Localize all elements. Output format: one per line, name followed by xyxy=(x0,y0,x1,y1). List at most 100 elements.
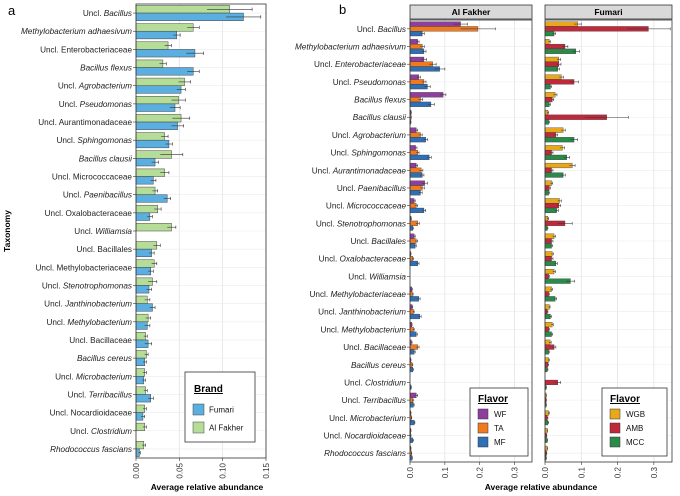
panel-a-tick-label-taxon: Methylobacterium xyxy=(67,318,132,327)
panel-a-bar-fumari xyxy=(135,67,194,76)
panel-a-tick-label-prefix: Uncl. xyxy=(63,191,84,200)
panel-a-legend: Brand Fumari Al Fakher xyxy=(184,371,256,443)
panel-a-tick-x-label: 0.10 xyxy=(219,462,228,478)
panel-a-tick-label-taxon: Agrobacterium xyxy=(78,82,132,91)
panel-a-tick-label-prefix: Uncl. Micrococcaceae xyxy=(52,173,133,182)
facet-legend-swatch xyxy=(609,436,621,448)
panel-b-tick-label-prefix: Uncl. xyxy=(333,78,354,87)
panel-a-tick-label: Uncl. Terribacillus xyxy=(68,390,132,399)
panel-a-tick-label: Uncl. Methylobacterium xyxy=(46,318,132,327)
panel-b-tick-label-prefix: Uncl. xyxy=(344,378,365,387)
facet-title-fumari: Fumari xyxy=(594,7,622,17)
panel-b-tick-label-taxon: Bacillus xyxy=(378,25,406,34)
panel-a-tick-label-taxon: Pseudomonas xyxy=(80,100,132,109)
panel-b-tick-label: Bacillus cereus xyxy=(351,361,406,370)
panel-b-tick-label: Uncl. Bacillus xyxy=(357,25,406,34)
panel-b-tick-label: Uncl. Janthinobacterium xyxy=(318,308,406,317)
facet-legend-label: WGB xyxy=(626,410,645,419)
panel-a-tick-label-taxon: Clostridium xyxy=(91,427,132,436)
panel-b-tick-label: Uncl. Methylobacteriaceae xyxy=(310,290,407,299)
panel-a-bar-fumari xyxy=(135,121,178,130)
facet-tick-x-label: 0.3 xyxy=(650,466,659,478)
facet-legend-label: MCC xyxy=(626,438,644,447)
facet-bar-wf xyxy=(409,92,444,98)
panel-a-bar-al-fakher xyxy=(135,132,165,141)
facet-bar-mcc xyxy=(544,260,557,267)
panel-b-label: b xyxy=(339,2,346,17)
panel-b-tick-label: Uncl. Nocardioidaceae xyxy=(324,431,407,440)
panel-a-bar-al-fakher xyxy=(135,186,156,195)
panel-a-tick-label: Bacillus cereus xyxy=(77,354,132,363)
panel-a-bar-fumari xyxy=(135,30,177,40)
panel-a-tick-label: Uncl. Nocardioidaceae xyxy=(50,409,133,418)
panel-b-tick-label-taxon: Bacillus clausii xyxy=(353,113,406,122)
panel-b-tick-label-taxon: Bacillus cereus xyxy=(351,361,406,370)
panel-a-tick-label: Uncl. Stenotrophomonas xyxy=(42,281,132,290)
facet-bar-wgb xyxy=(544,74,562,80)
panel-a-bar-al-fakher xyxy=(135,41,169,50)
panel-b-tick-label-prefix: Uncl. xyxy=(342,396,363,405)
facet-tick-x-label: 0.0 xyxy=(406,466,415,478)
panel-b-tick-label-taxon: Micrococcaceae xyxy=(347,202,407,211)
facet-tick-x-label: 0.1 xyxy=(441,466,450,478)
panel-a-tick-label-taxon: Janthinobacterium xyxy=(64,300,132,309)
panel-b-tick-label: Uncl. Pseudomonas xyxy=(333,78,406,87)
panel-a-tick-label-prefix: Uncl. xyxy=(55,372,76,381)
panel-a-tick-label: Uncl. Bacillales xyxy=(76,245,132,254)
panel-b-tick-label: Rhodococcus fascians xyxy=(324,449,406,458)
panel-b-tick-label-prefix: Uncl. xyxy=(324,431,345,440)
panel-b-tick-label-prefix: Uncl. xyxy=(320,325,341,334)
panel-a-tick-label-taxon: Rhodococcus fascians xyxy=(50,445,132,454)
facet-legend-title: Flavor xyxy=(478,394,508,405)
facet-legend-label: AMB xyxy=(626,424,643,433)
facet-bar-mcc xyxy=(544,172,564,178)
facet-legend-swatch xyxy=(477,422,489,434)
panel-a-legend-swatch xyxy=(192,403,205,416)
facet-bar-wgb xyxy=(544,145,563,151)
panel-a-tick-label: Uncl. Paenibacillus xyxy=(63,191,132,200)
facet-legend-swatch xyxy=(477,436,489,448)
facet-bar-amb xyxy=(544,43,566,50)
panel-b-tick-label-taxon: Methylobacterium xyxy=(341,325,406,334)
panel-a-tick-label-prefix: Uncl. Enterobacteriaceae xyxy=(40,45,132,54)
panel-a-tick-label-prefix: Uncl. xyxy=(46,318,67,327)
panel-b-tick-label-taxon: Rhodococcus fascians xyxy=(324,449,406,458)
facet-legend-label: MF xyxy=(494,438,506,447)
facet-bar-wgb xyxy=(544,198,560,204)
panel-b-tick-label-taxon: Methylobacteriaceae xyxy=(330,290,406,299)
panel-a-tick-label-prefix: Uncl. xyxy=(56,136,77,145)
panel-b-tick-label: Uncl. Microbacterium xyxy=(329,414,406,423)
panel-a-bar-al-fakher xyxy=(135,259,155,268)
panel-a-tick-label-taxon: Methylobacterium adhaesivum xyxy=(21,27,132,36)
panel-b-tick-label-taxon: Nocardioidaceae xyxy=(345,431,407,440)
panel-a-tick-label-prefix: Uncl. Aurantimonadaceae xyxy=(38,118,132,127)
panel-b-tick-label-taxon: Stenotrophomonas xyxy=(337,219,406,228)
facet-bar-mf xyxy=(409,154,430,160)
panel-a-tick-label: Uncl. Bacillaceae xyxy=(69,336,132,345)
panel-a-tick-label-prefix: Uncl. xyxy=(58,82,79,91)
panel-b-tick-label-prefix: Uncl. xyxy=(330,149,351,158)
facet-tick-x-label: 0.2 xyxy=(614,466,623,478)
panel-b-tick-label: Uncl. Methylobacterium xyxy=(320,325,406,334)
facet-strip-fumari xyxy=(544,4,673,20)
panel-b-tick-label: Uncl. Sphingomonas xyxy=(330,149,406,158)
panel-a-tick-label: Uncl. Williamsia xyxy=(74,227,132,236)
panel-a-frame xyxy=(135,3,267,459)
panel-b-tick-label-taxon: Enterobacteriaceae xyxy=(335,60,406,69)
panel-a-tick-label: Uncl. Microbacterium xyxy=(55,372,132,381)
facet-bar-mf xyxy=(409,207,425,213)
panel-b-tick-label: Uncl. Clostridium xyxy=(344,378,406,387)
panel-a-tick-label-taxon: Terribacillus xyxy=(89,390,132,399)
facet-bar-amb xyxy=(544,203,559,209)
panel-a-tick-label-prefix: Uncl. xyxy=(42,281,63,290)
panel-a-tick-label-taxon: Bacillus flexus xyxy=(80,64,132,73)
panel-b-tick-label-taxon: Pseudomonas xyxy=(354,78,406,87)
panel-b-tick-label-taxon: Bacillus flexus xyxy=(354,96,406,105)
facet-bar-mcc xyxy=(544,154,567,160)
panel-a-tick-label-prefix: Uncl. xyxy=(70,427,91,436)
facet-bar-wgb xyxy=(544,21,578,27)
panel-a-xlabel: Average relative abundance xyxy=(151,482,264,492)
panel-b-tick-label-taxon: Oxalobacteraceae xyxy=(340,255,407,264)
panel-b-xlabel: Average relative abundance xyxy=(485,482,598,492)
